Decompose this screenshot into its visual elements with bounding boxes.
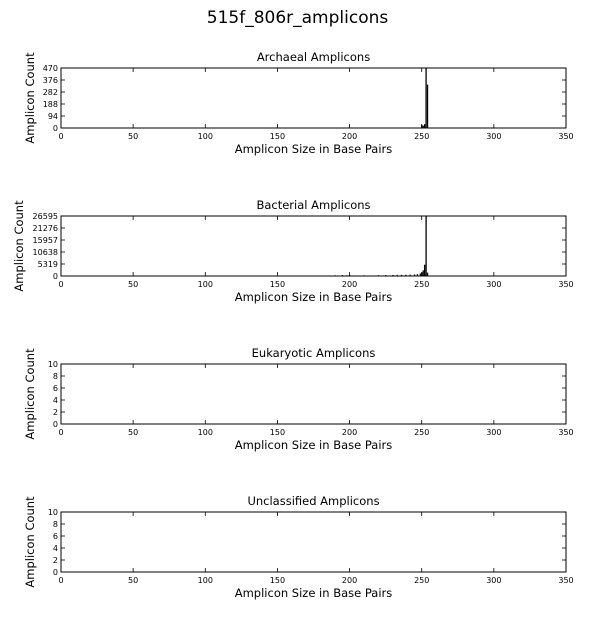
y-tick-label: 376 <box>43 76 58 85</box>
bar <box>405 274 407 276</box>
y-tick-label: 6 <box>53 532 58 541</box>
x-tick-label: 250 <box>414 576 429 585</box>
x-tick-label: 350 <box>558 280 573 289</box>
y-tick-label: 0 <box>53 272 58 281</box>
x-tick-label: 0 <box>58 428 63 437</box>
x-tick-label: 50 <box>128 132 138 141</box>
y-axis-label: Amplicon Count <box>23 52 37 144</box>
x-tick-label: 350 <box>558 428 573 437</box>
bar <box>409 274 411 276</box>
y-tick-label: 188 <box>43 100 58 109</box>
y-tick-label: 0 <box>53 124 58 133</box>
x-tick-label: 350 <box>558 576 573 585</box>
x-axis-label: Amplicon Size in Base Pairs <box>235 586 393 600</box>
y-axis-label: Amplicon Count <box>12 200 26 292</box>
figure-title: 515f_806r_amplicons <box>206 8 389 28</box>
x-tick-label: 300 <box>486 280 501 289</box>
bar <box>419 273 421 276</box>
x-tick-label: 0 <box>58 132 63 141</box>
subplot-title: Eukaryotic Amplicons <box>252 346 376 360</box>
bar <box>422 125 424 128</box>
x-tick-label: 150 <box>270 428 285 437</box>
x-tick-label: 150 <box>270 132 285 141</box>
x-tick-label: 100 <box>198 576 213 585</box>
bar <box>426 272 429 276</box>
x-tick-label: 300 <box>486 428 501 437</box>
bar <box>426 84 429 128</box>
bar <box>396 274 398 276</box>
y-tick-label: 0 <box>53 568 58 577</box>
x-tick-label: 50 <box>128 576 138 585</box>
bar <box>416 274 419 276</box>
plot-frame <box>60 67 567 129</box>
bar <box>400 274 403 276</box>
subplot-title: Archaeal Amplicons <box>257 50 370 64</box>
y-tick-label: 4 <box>53 396 58 405</box>
y-axis-label: Amplicon Count <box>23 496 37 588</box>
y-axis-label: Amplicon Count <box>23 348 37 440</box>
plot-frame <box>60 511 567 573</box>
x-tick-label: 250 <box>414 132 429 141</box>
y-tick-label: 10 <box>48 360 58 369</box>
subplot-title: Unclassified Amplicons <box>247 494 379 508</box>
y-tick-label: 2 <box>53 408 58 417</box>
x-tick-label: 150 <box>270 280 285 289</box>
x-tick-label: 50 <box>128 428 138 437</box>
y-tick-label: 282 <box>43 88 58 97</box>
x-tick-label: 300 <box>486 576 501 585</box>
x-tick-label: 100 <box>198 428 213 437</box>
x-tick-label: 250 <box>414 428 429 437</box>
plot-frame <box>60 363 567 425</box>
x-tick-label: 300 <box>486 132 501 141</box>
x-axis-label: Amplicon Size in Base Pairs <box>235 142 393 156</box>
bar <box>425 216 427 276</box>
x-tick-label: 0 <box>58 576 63 585</box>
bar <box>425 68 427 128</box>
bar <box>413 274 416 276</box>
x-tick-label: 150 <box>270 576 285 585</box>
y-tick-label: 0 <box>53 420 58 429</box>
y-tick-label: 94 <box>48 112 58 121</box>
x-tick-label: 200 <box>342 132 357 141</box>
plot-frame <box>60 215 567 277</box>
bar <box>422 270 424 276</box>
x-axis-label: Amplicon Size in Base Pairs <box>235 438 393 452</box>
y-tick-label: 2 <box>53 556 58 565</box>
y-tick-label: 4 <box>53 544 58 553</box>
y-tick-label: 8 <box>53 372 58 381</box>
y-tick-label: 21276 <box>33 224 58 233</box>
x-tick-label: 100 <box>198 280 213 289</box>
x-tick-label: 0 <box>58 280 63 289</box>
y-tick-label: 10638 <box>33 248 58 257</box>
y-tick-label: 15957 <box>33 236 58 245</box>
y-tick-label: 10 <box>48 508 58 517</box>
subplot-title: Bacterial Amplicons <box>256 198 370 212</box>
bar <box>392 274 394 276</box>
x-tick-label: 200 <box>342 280 357 289</box>
x-tick-label: 100 <box>198 132 213 141</box>
y-tick-label: 470 <box>43 64 58 73</box>
x-tick-label: 50 <box>128 280 138 289</box>
x-tick-label: 200 <box>342 576 357 585</box>
bar <box>424 124 426 128</box>
y-tick-label: 26595 <box>33 212 58 221</box>
y-tick-label: 5319 <box>38 260 58 269</box>
x-axis-label: Amplicon Size in Base Pairs <box>235 290 393 304</box>
bar <box>424 264 426 276</box>
x-tick-label: 350 <box>558 132 573 141</box>
x-tick-label: 200 <box>342 428 357 437</box>
x-tick-label: 250 <box>414 280 429 289</box>
y-tick-label: 6 <box>53 384 58 393</box>
y-tick-label: 8 <box>53 520 58 529</box>
